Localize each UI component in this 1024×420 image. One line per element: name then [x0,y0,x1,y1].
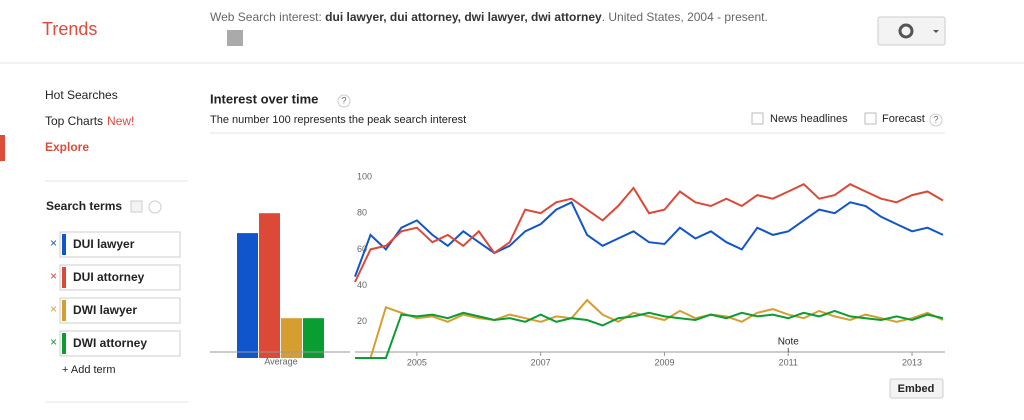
gear-icon [898,23,914,39]
term-box[interactable] [59,297,181,324]
checkbox[interactable] [751,112,764,125]
series-line [355,298,944,359]
bar [303,318,324,358]
dropdown-arrow [933,30,939,33]
active-indicator [0,135,5,161]
bar [281,318,302,358]
x-tick-label: 2011 [779,357,798,367]
term-box[interactable] [59,330,181,357]
term-label: DUI lawyer [73,237,135,251]
gplus-icon[interactable] [227,30,243,46]
search-terms-title: Search terms [46,199,122,213]
x-axis-label: Average [264,356,297,366]
x-tick-label: 2009 [654,357,674,367]
term-box[interactable] [59,264,181,291]
term-label: DWI lawyer [73,303,137,317]
remove-term[interactable]: × [50,335,57,349]
y-tick-label: 80 [357,208,367,218]
term-color [62,267,66,288]
option-label[interactable]: News headlines [770,113,848,125]
term-box[interactable] [59,231,181,258]
help-text: ? [933,114,938,124]
help-icon[interactable] [148,200,162,214]
embed-button[interactable] [889,378,944,399]
checkbox[interactable] [864,112,877,125]
term-color [62,333,66,354]
y-tick-label: 100 [357,171,372,181]
term-color [62,234,66,255]
y-tick-label: 60 [357,244,367,254]
nav-item[interactable]: Hot Searches [45,88,118,102]
x-tick-label: 2013 [902,357,922,367]
option-label[interactable]: Forecast [882,113,925,125]
bar [237,233,258,358]
remove-term[interactable]: × [50,236,57,250]
term-color [62,300,66,321]
x-tick-label: 2007 [531,357,551,367]
help-text: ? [341,95,346,105]
description: Web Search interest: dui lawyer, dui att… [210,10,768,24]
nav-badge: New! [107,114,134,128]
panel-title: Interest over time [210,91,318,106]
logo[interactable]: Trends [42,19,97,39]
y-tick-label: 40 [357,280,367,290]
series-line [354,183,944,283]
term-list: × DUI lawyer × DUI attorney × DWI lawyer × DWI … [50,231,181,357]
nav-label: Top Charts [45,114,103,128]
x-tick-label: 2005 [407,357,427,367]
embed-label: Embed [898,383,935,395]
terms-menu[interactable] [130,200,143,213]
bar [259,213,280,358]
help-icon[interactable] [337,94,351,108]
help-icon[interactable] [929,113,943,127]
desc-terms: dui lawyer, dui attorney, dwi lawyer, dw… [325,10,602,24]
panel-subtitle: The number 100 represents the peak searc… [210,114,466,126]
remove-term[interactable]: × [50,302,57,316]
desc-suffix: . United States, 2004 - present. [602,10,768,24]
remove-term[interactable]: × [50,269,57,283]
nav-item[interactable]: Explore [45,140,89,154]
term-label: DUI attorney [73,270,145,284]
annotation: Note [778,337,800,348]
add-term[interactable]: + Add term [62,364,116,376]
y-tick-label: 20 [357,316,367,326]
nav-item[interactable]: Top Charts New! [45,114,134,128]
series-line [355,309,944,359]
desc-prefix: Web Search interest: [210,10,325,24]
series-line [354,200,944,277]
term-label: DWI attorney [73,336,147,350]
